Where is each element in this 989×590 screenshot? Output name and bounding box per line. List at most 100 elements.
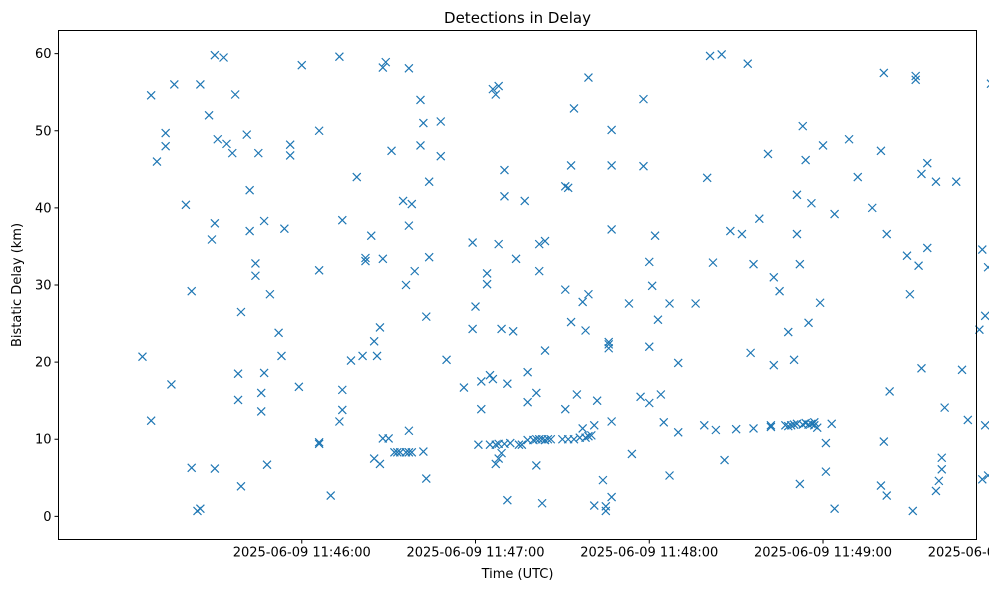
data-point [572,390,582,399]
data-point [540,236,550,246]
data-point [560,404,570,414]
data-point [233,369,243,379]
data-point [334,417,344,426]
data-point [743,59,753,69]
data-point [607,161,617,170]
data-point [346,356,356,366]
chart-title: Detections in Delay [444,9,591,27]
data-point [473,440,483,450]
data-point [882,229,892,239]
data-point [827,419,837,429]
data-point [885,387,895,396]
data-point [584,73,593,82]
data-point [821,438,831,448]
data-point [416,140,425,150]
data-point [908,506,918,516]
data-point [219,53,228,62]
data-point [560,181,570,191]
data-point [804,318,813,328]
data-point [476,404,486,414]
data-point [977,474,987,484]
data-point [508,326,518,336]
y-tick-label: 10 [35,433,52,448]
data-point [494,239,504,249]
data-point [181,200,191,210]
data-point [361,256,370,266]
data-point [601,501,611,511]
data-point [424,177,434,187]
data-point [659,417,669,427]
data-point [476,376,486,386]
data-point [769,272,779,282]
data-point [256,407,266,416]
data-point [407,199,417,209]
data-point [436,117,446,126]
data-point [195,80,205,89]
data-point [543,434,553,444]
data-point [502,495,512,505]
data-point [407,447,417,457]
data-point [639,94,648,104]
data-point [644,342,654,352]
data-point [161,141,171,151]
data-point [227,148,237,158]
data-point [731,424,741,434]
data-point [983,471,989,480]
data-point [876,481,886,490]
data-point [589,420,599,430]
data-point [986,79,989,89]
data-point [766,422,776,432]
data-point [167,380,176,389]
data-point [783,421,793,431]
data-point [650,231,660,241]
data-point [911,75,921,85]
data-point [931,177,941,187]
data-point [830,209,840,219]
y-tick-label: 0 [43,510,51,525]
data-point [245,185,255,195]
data-point [876,146,886,156]
y-tick-label: 40 [35,201,52,216]
data-point [665,471,674,480]
data-point [352,172,362,182]
data-point [334,52,344,62]
data-point [798,121,808,131]
data-point [607,417,617,426]
data-point [867,203,877,213]
data-point [636,392,646,402]
data-point [326,491,336,500]
x-tick-label: 2025-06-09 11:50:00 [928,546,989,561]
data-point [523,397,533,407]
data-point [497,448,506,458]
data-point [879,437,889,446]
data-point [818,140,828,150]
data-point [138,352,147,362]
data-point [491,440,501,450]
data-point [375,459,385,469]
data-point [534,239,544,249]
data-point [500,165,509,175]
data-point [369,336,379,346]
data-point [775,286,785,296]
data-point [566,161,576,170]
data-point [161,128,171,138]
data-point [378,63,388,72]
data-point [569,103,579,113]
data-point [285,140,295,150]
data-point [230,90,240,99]
data-point [204,110,214,120]
data-point [656,390,666,399]
data-point [358,351,367,361]
data-point [673,427,683,437]
data-point [314,437,324,447]
data-point [934,476,944,486]
data-point [236,481,246,491]
data-point [279,224,289,234]
data-point [737,229,747,239]
data-point [769,360,779,370]
data-point [265,289,275,299]
data-point [754,214,764,224]
data-point [607,492,617,502]
data-point [497,324,506,334]
data-point [917,363,926,373]
